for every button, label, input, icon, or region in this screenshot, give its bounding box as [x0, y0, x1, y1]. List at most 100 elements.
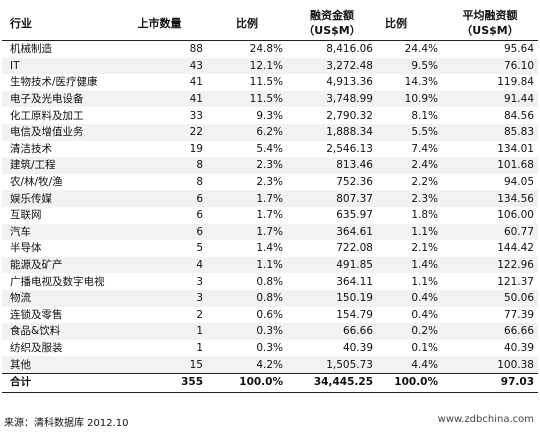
- cell-industry: 电信及增值业务: [2, 123, 112, 141]
- cell-ratio2: 2.3%: [377, 190, 442, 207]
- cell-industry: IT: [2, 57, 112, 75]
- cell-amount: 2,546.13: [287, 140, 377, 158]
- table-row: 娱乐传媒 6 1.7% 807.37 2.3% 134.56: [2, 190, 538, 207]
- cell-amount: 364.11: [287, 273, 377, 290]
- cell-avg: 100.38: [442, 356, 538, 374]
- cell-ratio2: 7.4%: [377, 140, 442, 158]
- cell-ratio1: 12.1%: [207, 57, 287, 75]
- cell-count: 1: [112, 323, 207, 340]
- cell-count: 43: [112, 57, 207, 75]
- cell-count: 6: [112, 190, 207, 207]
- cell-avg: 85.83: [442, 123, 538, 141]
- table-row: 清洁技术 19 5.4% 2,546.13 7.4% 134.01: [2, 140, 538, 158]
- header-ratio2: 比例: [377, 6, 442, 41]
- header-ratio1: 比例: [207, 6, 287, 41]
- cell-count: 1: [112, 339, 207, 357]
- cell-avg: 119.84: [442, 74, 538, 91]
- cell-industry: 其他: [2, 356, 112, 374]
- cell-amount: 752.36: [287, 173, 377, 191]
- cell-amount: 8,416.06: [287, 40, 377, 58]
- cell-industry: 物流: [2, 289, 112, 307]
- cell-ratio2: 1.1%: [377, 223, 442, 241]
- table-row: 广播电视及数字电视 3 0.8% 364.11 1.1% 121.37: [2, 273, 538, 290]
- cell-industry: 互联网: [2, 206, 112, 224]
- cell-count: 2: [112, 306, 207, 324]
- cell-count: 5: [112, 240, 207, 257]
- cell-amount: 66.66: [287, 323, 377, 340]
- cell-amount: 364.61: [287, 223, 377, 241]
- table-row: 能源及矿产 4 1.1% 491.85 1.4% 122.96: [2, 256, 538, 274]
- cell-ratio2: 5.5%: [377, 123, 442, 141]
- cell-avg: 122.96: [442, 256, 538, 274]
- cell-ratio1: 1.7%: [207, 223, 287, 241]
- cell-amount: 2,790.32: [287, 107, 377, 124]
- table-row: 机械制造 88 24.8% 8,416.06 24.4% 95.64: [2, 40, 538, 58]
- watermark-site: www.zdbchina.com: [437, 414, 534, 425]
- total-industry: 合计: [2, 372, 112, 393]
- table-row: 农/林/牧/渔 8 2.3% 752.36 2.2% 94.05: [2, 173, 538, 191]
- cell-industry: 食品&饮料: [2, 323, 112, 340]
- cell-avg: 40.39: [442, 339, 538, 357]
- cell-avg: 106.00: [442, 206, 538, 224]
- header-amount-line2: （US$M）: [303, 24, 361, 37]
- header-count: 上市数量: [112, 6, 207, 41]
- cell-ratio2: 0.4%: [377, 289, 442, 307]
- cell-count: 33: [112, 107, 207, 124]
- total-count: 355: [112, 372, 207, 393]
- cell-count: 41: [112, 74, 207, 91]
- cell-count: 41: [112, 90, 207, 108]
- cell-avg: 144.42: [442, 240, 538, 257]
- header-avg-line2: （US$M）: [461, 24, 519, 37]
- ipo-industry-table: 行业 上市数量 比例 融资金额 （US$M） 比例 平均融资额 （US$M） 机…: [2, 6, 538, 393]
- cell-ratio2: 10.9%: [377, 90, 442, 108]
- cell-industry: 半导体: [2, 240, 112, 257]
- cell-avg: 76.10: [442, 57, 538, 75]
- cell-ratio2: 4.4%: [377, 356, 442, 374]
- table-row: 建筑/工程 8 2.3% 813.46 2.4% 101.68: [2, 157, 538, 174]
- cell-ratio1: 11.5%: [207, 74, 287, 91]
- table-row: 纺织及服装 1 0.3% 40.39 0.1% 40.39: [2, 339, 538, 357]
- header-avg-line1: 平均融资额: [462, 9, 518, 22]
- table-row: IT 43 12.1% 3,272.48 9.5% 76.10: [2, 57, 538, 75]
- cell-industry: 机械制造: [2, 40, 112, 58]
- cell-ratio2: 9.5%: [377, 57, 442, 75]
- cell-amount: 635.97: [287, 206, 377, 224]
- cell-ratio1: 0.6%: [207, 306, 287, 324]
- cell-ratio1: 5.4%: [207, 140, 287, 158]
- cell-avg: 77.39: [442, 306, 538, 324]
- total-amount: 34,445.25: [287, 372, 377, 393]
- cell-avg: 84.56: [442, 107, 538, 124]
- cell-amount: 491.85: [287, 256, 377, 274]
- cell-amount: 40.39: [287, 339, 377, 357]
- cell-ratio1: 0.8%: [207, 289, 287, 307]
- cell-count: 3: [112, 289, 207, 307]
- cell-ratio1: 9.3%: [207, 107, 287, 124]
- cell-industry: 农/林/牧/渔: [2, 173, 112, 191]
- table-body: 机械制造 88 24.8% 8,416.06 24.4% 95.64 IT 43 12.1% 3,…: [2, 40, 538, 374]
- cell-ratio2: 24.4%: [377, 40, 442, 58]
- cell-count: 15: [112, 356, 207, 374]
- cell-industry: 电子及光电设备: [2, 90, 112, 108]
- cell-ratio1: 1.7%: [207, 190, 287, 207]
- cell-ratio1: 1.4%: [207, 240, 287, 257]
- cell-ratio2: 14.3%: [377, 74, 442, 91]
- cell-ratio2: 1.4%: [377, 256, 442, 274]
- cell-count: 22: [112, 123, 207, 141]
- header-amount-line1: 融资金额: [310, 9, 354, 22]
- cell-count: 88: [112, 40, 207, 58]
- cell-ratio1: 0.3%: [207, 339, 287, 357]
- cell-avg: 50.06: [442, 289, 538, 307]
- header-row: 行业 上市数量 比例 融资金额 （US$M） 比例 平均融资额 （US$M）: [2, 6, 538, 41]
- table-row: 互联网 6 1.7% 635.97 1.8% 106.00: [2, 206, 538, 224]
- cell-count: 19: [112, 140, 207, 158]
- cell-ratio1: 0.8%: [207, 273, 287, 290]
- cell-count: 6: [112, 206, 207, 224]
- cell-ratio2: 1.1%: [377, 273, 442, 290]
- cell-amount: 3,748.99: [287, 90, 377, 108]
- cell-industry: 广播电视及数字电视: [2, 273, 112, 290]
- cell-amount: 1,888.34: [287, 123, 377, 141]
- header-amount: 融资金额 （US$M）: [287, 6, 377, 41]
- cell-ratio1: 1.7%: [207, 206, 287, 224]
- table-row: 半导体 5 1.4% 722.08 2.1% 144.42: [2, 240, 538, 257]
